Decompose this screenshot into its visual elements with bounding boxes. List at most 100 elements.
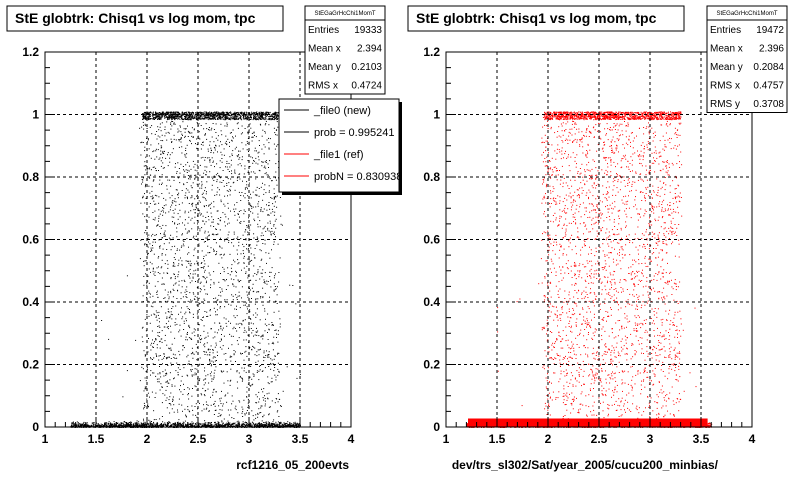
data-point	[165, 204, 167, 206]
data-point	[190, 423, 192, 425]
data-point	[272, 341, 274, 343]
data-point	[232, 328, 234, 330]
data-point	[208, 113, 210, 115]
data-point	[277, 112, 279, 114]
data-point	[247, 138, 249, 139]
data-point	[144, 186, 146, 188]
data-point	[238, 372, 240, 374]
data-point	[163, 167, 165, 169]
data-point	[199, 291, 201, 293]
data-point	[183, 322, 185, 324]
data-point	[211, 233, 213, 235]
data-point	[176, 248, 178, 250]
data-point	[129, 425, 131, 427]
data-point	[182, 222, 183, 224]
data-point	[148, 216, 150, 218]
data-point	[216, 179, 218, 181]
data-point	[110, 423, 112, 425]
data-point	[267, 424, 269, 426]
data-point	[257, 156, 259, 158]
data-point	[111, 425, 113, 427]
data-point	[184, 425, 186, 427]
data-point	[150, 247, 152, 249]
data-point	[209, 117, 211, 119]
data-point	[264, 272, 266, 274]
data-point	[181, 245, 183, 247]
data-point	[150, 249, 152, 251]
data-point	[280, 421, 282, 423]
data-point	[275, 134, 277, 136]
data-point	[240, 353, 242, 355]
data-point	[174, 324, 176, 326]
data-point	[190, 112, 192, 113]
data-point	[269, 138, 271, 140]
data-point	[189, 132, 191, 134]
data-point	[173, 200, 175, 202]
data-point	[100, 424, 102, 426]
data-point	[215, 111, 217, 113]
data-point	[242, 113, 244, 115]
data-point	[276, 145, 278, 147]
data-point	[227, 423, 229, 425]
data-point	[207, 150, 209, 152]
data-point	[226, 163, 228, 164]
data-point	[274, 402, 276, 404]
data-point	[190, 265, 192, 267]
data-point	[174, 422, 176, 424]
data-point	[170, 118, 172, 120]
data-point	[214, 166, 215, 168]
data-point	[212, 123, 214, 124]
data-point	[180, 246, 182, 248]
data-point	[151, 133, 153, 135]
data-point	[157, 373, 159, 375]
data-point	[158, 202, 160, 204]
data-point	[274, 132, 276, 134]
data-point	[163, 283, 165, 285]
data-point	[190, 185, 192, 187]
data-point	[100, 425, 102, 427]
data-point	[281, 425, 282, 427]
data-point	[174, 322, 176, 323]
data-point	[157, 314, 159, 316]
data-point	[273, 233, 275, 235]
data-point	[175, 305, 177, 307]
data-point	[195, 174, 197, 176]
data-point	[236, 202, 238, 203]
data-point	[162, 386, 163, 388]
data-point	[159, 245, 161, 247]
data-point	[148, 113, 150, 115]
data-point	[268, 202, 270, 203]
data-point	[172, 114, 174, 116]
data-point	[215, 425, 217, 427]
data-point	[161, 116, 163, 118]
data-point	[207, 117, 209, 119]
data-point	[211, 184, 213, 186]
data-point	[266, 393, 268, 395]
data-point	[151, 118, 153, 120]
data-point	[158, 143, 160, 145]
data-point	[189, 312, 191, 314]
data-point	[270, 231, 271, 233]
data-point	[270, 115, 272, 117]
data-point	[73, 421, 74, 423]
data-point	[229, 117, 231, 119]
data-point	[182, 349, 184, 351]
data-point	[255, 118, 257, 120]
data-point	[184, 210, 186, 212]
data-point	[259, 226, 261, 228]
data-point	[224, 395, 226, 397]
data-point	[217, 113, 219, 114]
data-point	[170, 249, 172, 251]
data-point	[258, 370, 260, 372]
data-point	[267, 398, 269, 400]
data-point	[270, 423, 272, 425]
data-point	[205, 336, 207, 338]
data-point	[177, 114, 179, 116]
data-point	[199, 111, 201, 113]
data-point	[183, 422, 185, 424]
data-point	[196, 195, 198, 197]
data-point	[219, 116, 220, 118]
data-point	[254, 347, 256, 349]
data-point	[282, 424, 284, 426]
data-point	[259, 342, 261, 344]
